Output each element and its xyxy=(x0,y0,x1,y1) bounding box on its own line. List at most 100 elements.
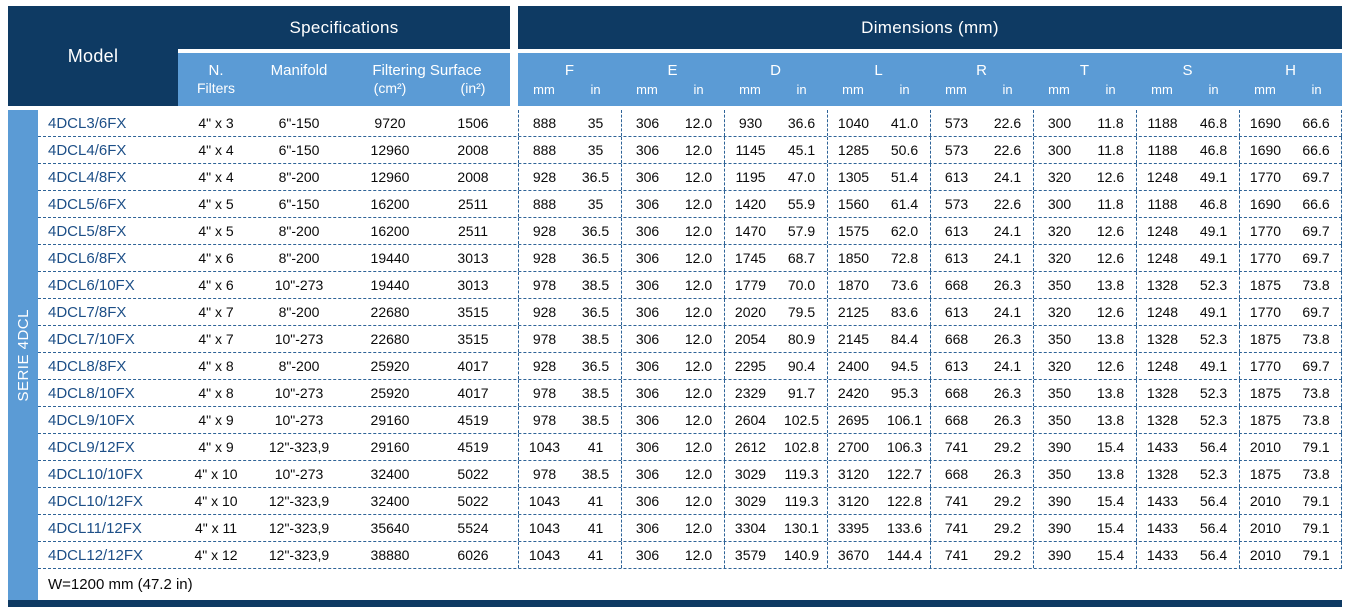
dim-F-mm-cell: 1043 xyxy=(518,542,570,568)
dim-L-mm-cell: 2420 xyxy=(827,380,879,406)
dim-L-in-cell: 106.1 xyxy=(886,412,923,428)
width-note: W=1200 mm (47.2 in) xyxy=(48,576,193,593)
dim-R-in-cell: 24.1 xyxy=(993,223,1022,239)
dim-S-in-cell: 52.3 xyxy=(1199,385,1228,401)
dim-E-mm-cell: 306 xyxy=(621,434,673,460)
filtering-surface-cm2-cell: 19440 xyxy=(370,277,410,293)
section-spacer xyxy=(510,137,518,163)
manifold-cell: 8"-200 xyxy=(278,223,320,239)
model-cell: 4DCL8/10FX xyxy=(48,384,135,402)
section-spacer xyxy=(510,218,518,244)
dim-E-mm-cell: 306 xyxy=(621,542,673,568)
dim-H-mm-cell: 1690 xyxy=(1239,191,1291,217)
manifold-cell: 12"-323,9 xyxy=(268,547,330,563)
filtering-surface-cm2-cell: 19440 xyxy=(370,250,410,266)
dim-D-in-cell: 80.9 xyxy=(787,331,816,347)
dim-T-in-cell: 12.6 xyxy=(1096,169,1125,185)
dim-E-in-cell: 12.0 xyxy=(684,466,713,482)
dim-H-in-cell: 73.8 xyxy=(1291,407,1342,433)
dim-R-mm-cell: 668 xyxy=(930,407,982,433)
dim-F-mm-cell: 978 xyxy=(518,407,570,433)
dim-group-S: S mm in xyxy=(1136,53,1239,106)
model-cell: 4DCL3/6FX xyxy=(48,114,127,132)
mm-unit-label: mm xyxy=(1048,82,1070,97)
dim-F-mm-cell: 928 xyxy=(518,164,570,190)
dim-F-in-cell: 41 xyxy=(587,547,604,563)
dim-H-in-cell: 79.1 xyxy=(1291,542,1342,568)
table-row: 4DCL7/10FX 4" x 7 10"-273 22680 3515 978… xyxy=(38,326,1342,353)
dim-D-mm-cell: 2604 xyxy=(724,407,776,433)
section-spacer xyxy=(510,515,518,541)
dim-R-in-cell: 26.3 xyxy=(993,412,1022,428)
serie-sidebar: SERIE 4DCL xyxy=(8,110,38,600)
model-cell: 4DCL10/12FX xyxy=(48,492,144,510)
table-row: 4DCL7/8FX 4" x 7 8"-200 22680 3515 928 3… xyxy=(38,299,1342,326)
filtering-surface-cm2-cell: 29160 xyxy=(370,439,410,455)
table-row: 4DCL8/10FX 4" x 8 10"-273 25920 4017 978… xyxy=(38,380,1342,407)
dim-R-mm-cell: 668 xyxy=(930,380,982,406)
dim-R-mm-cell: 573 xyxy=(930,137,982,163)
dim-T-in-cell: 13.8 xyxy=(1096,385,1125,401)
dim-S-in-cell: 52.3 xyxy=(1199,412,1228,428)
dim-D-in-cell: 55.9 xyxy=(787,196,816,212)
dim-S-mm-cell: 1188 xyxy=(1136,137,1188,163)
model-cell: 4DCL5/6FX xyxy=(48,195,127,213)
dim-E-in-cell: 12.0 xyxy=(684,385,713,401)
dimensions-header-cell: Dimensions (mm) xyxy=(518,6,1342,49)
section-spacer xyxy=(510,353,518,379)
dim-D-in-cell: 119.3 xyxy=(784,493,819,509)
dim-E-in-cell: 12.0 xyxy=(684,304,713,320)
dim-L-mm-cell: 3120 xyxy=(827,461,879,487)
filtering-surface-in2-cell: 4519 xyxy=(457,439,489,455)
model-cell: 4DCL9/12FX xyxy=(48,438,135,456)
dim-H-in-cell: 69.7 xyxy=(1291,245,1342,271)
dim-E-in-cell: 12.0 xyxy=(684,439,713,455)
manifold-cell: 12"-323,9 xyxy=(268,439,330,455)
dim-E-mm-cell: 306 xyxy=(621,515,673,541)
dim-E-mm-cell: 306 xyxy=(621,164,673,190)
dim-D-in-cell: 45.1 xyxy=(787,142,816,158)
dim-L-in-cell: 84.4 xyxy=(890,331,919,347)
dim-T-mm-cell: 320 xyxy=(1033,164,1085,190)
filtering-surface-in2-cell: 3013 xyxy=(457,250,489,266)
dim-F-in-cell: 35 xyxy=(587,115,604,131)
dim-L-mm-cell: 3395 xyxy=(827,515,879,541)
dim-F-mm-cell: 928 xyxy=(518,299,570,325)
table-row: 4DCL6/10FX 4" x 6 10"-273 19440 3013 978… xyxy=(38,272,1342,299)
n-filters-cell: 4" x 7 xyxy=(198,304,234,320)
dim-D-in-cell: 140.9 xyxy=(783,547,820,563)
filtering-surface-cm2-cell: 32400 xyxy=(370,466,410,482)
dim-H-mm-cell: 1875 xyxy=(1239,407,1291,433)
dim-E-mm-cell: 306 xyxy=(621,137,673,163)
dim-E-in-cell: 12.0 xyxy=(684,493,713,509)
model-cell: 4DCL7/10FX xyxy=(48,330,135,348)
mm-unit-label: mm xyxy=(945,82,967,97)
filtering-surface-in2-cell: 3013 xyxy=(457,277,489,293)
dim-S-mm-cell: 1433 xyxy=(1136,434,1188,460)
dim-D-mm-cell: 1745 xyxy=(724,245,776,271)
filtering-surface-in2-cell: 5524 xyxy=(457,520,489,536)
dim-S-in-cell: 49.1 xyxy=(1199,223,1228,239)
dim-S-in-cell: 46.8 xyxy=(1199,115,1228,131)
model-cell: 4DCL4/6FX xyxy=(48,141,127,159)
manifold-cell: 10"-273 xyxy=(274,412,324,428)
dim-E-mm-cell: 306 xyxy=(621,461,673,487)
dim-F-mm-cell: 928 xyxy=(518,218,570,244)
n-filters-cell: 4" x 4 xyxy=(198,169,234,185)
dim-L-mm-cell: 1870 xyxy=(827,272,879,298)
filtering-surface-cm2-cell: 35640 xyxy=(370,520,410,536)
dim-S-mm-cell: 1433 xyxy=(1136,542,1188,568)
n-filters-cell: 4" x 3 xyxy=(198,115,234,131)
dim-group-H: H mm in xyxy=(1239,53,1342,106)
dim-L-mm-cell: 2125 xyxy=(827,299,879,325)
n-filters-cell: 4" x 5 xyxy=(198,223,234,239)
in-unit-label: in xyxy=(1105,82,1116,97)
dim-S-in-cell: 46.8 xyxy=(1199,142,1228,158)
dim-F-in-cell: 36.5 xyxy=(581,304,610,320)
dim-F-in-cell: 36.5 xyxy=(581,358,610,374)
dim-T-in-cell: 13.8 xyxy=(1096,412,1125,428)
dim-H-mm-cell: 1875 xyxy=(1239,272,1291,298)
dim-L-in-cell: 133.6 xyxy=(886,520,923,536)
table-row: 4DCL11/12FX 4" x 11 12"-323,9 35640 5524… xyxy=(38,515,1342,542)
n-filters-cell: 4" x 9 xyxy=(198,412,234,428)
